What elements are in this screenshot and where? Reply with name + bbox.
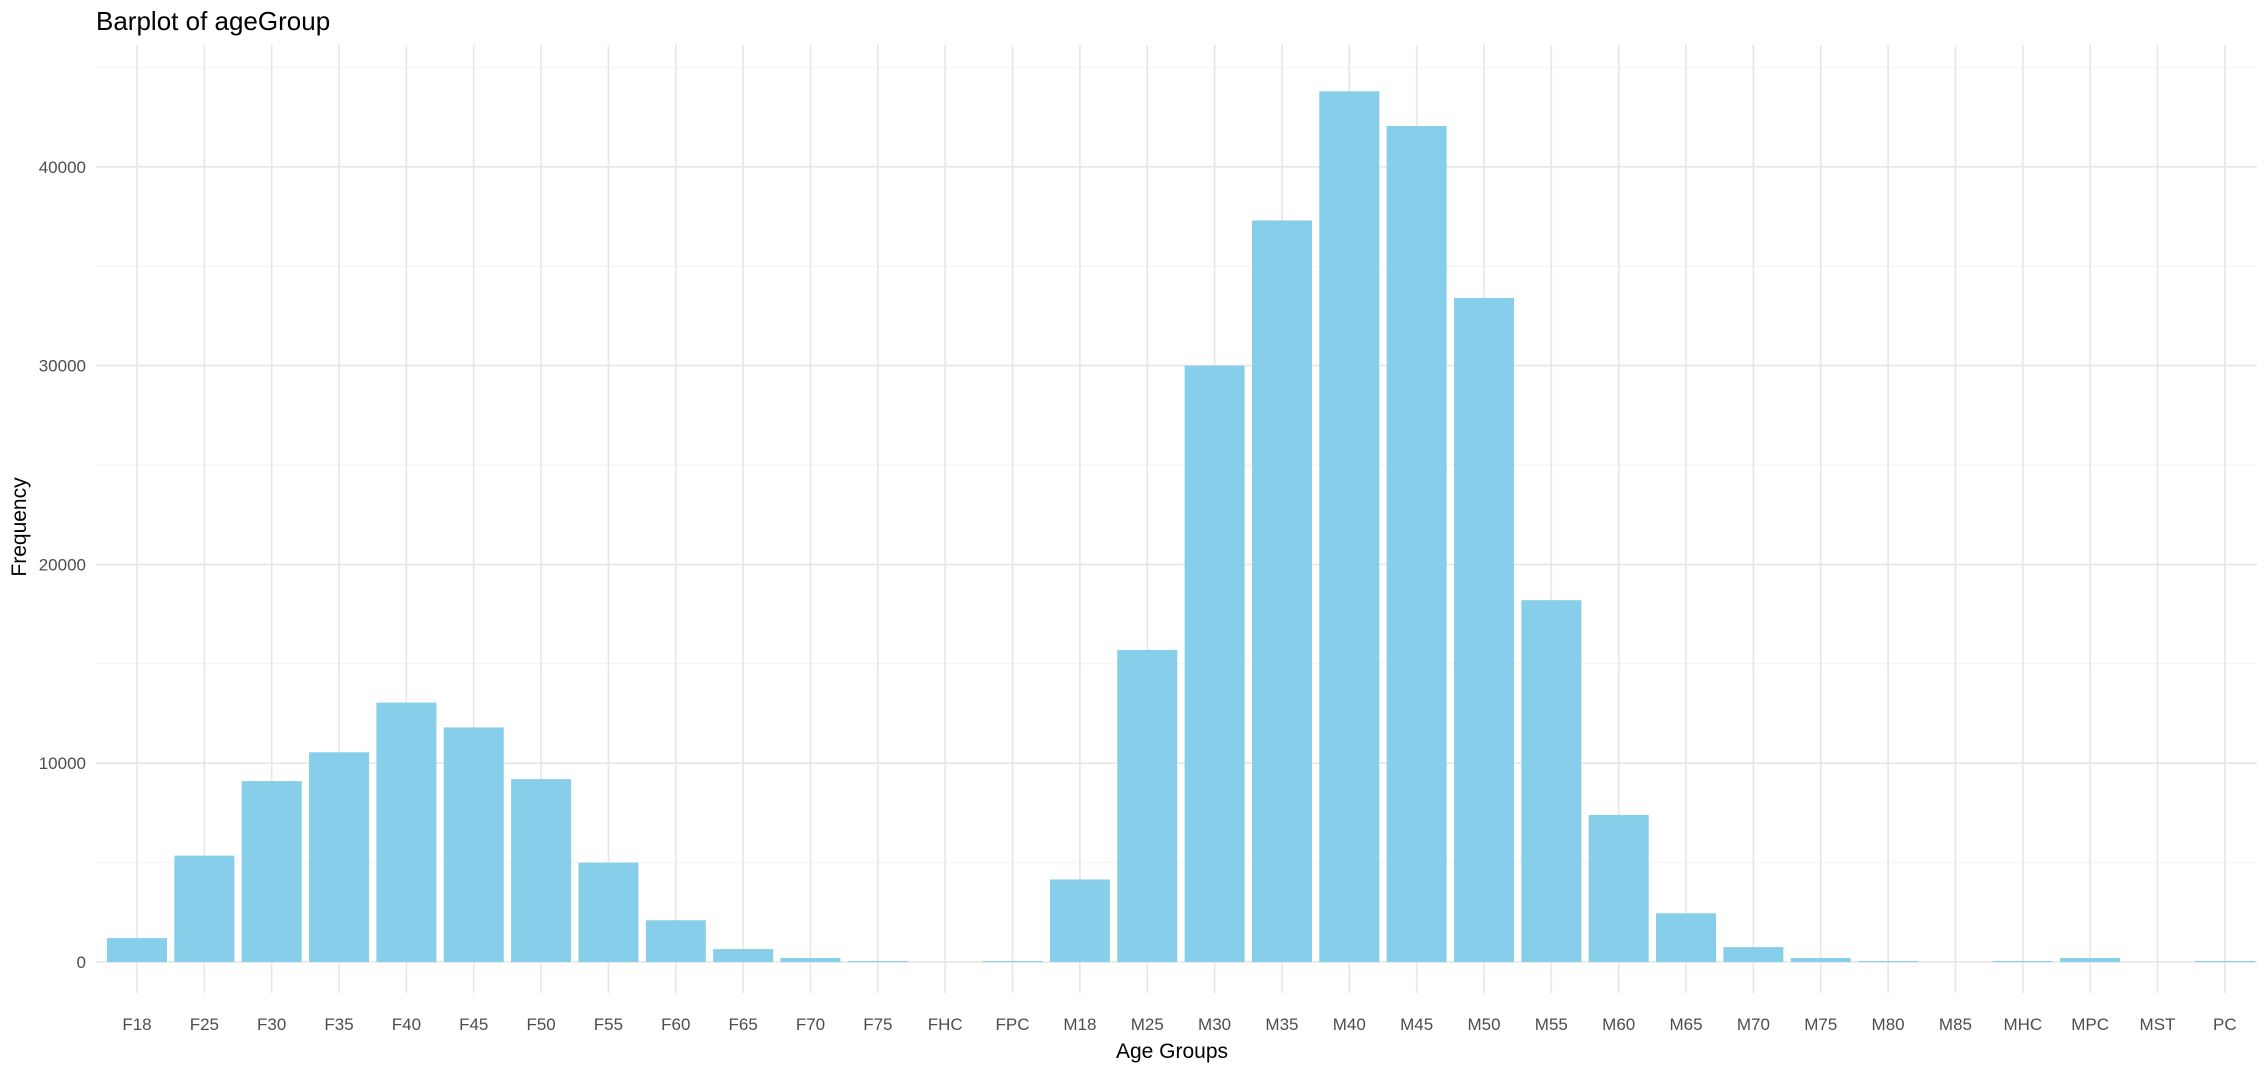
x-tick-label: M55 [1535, 1015, 1568, 1034]
y-tick-label: 10000 [39, 754, 86, 773]
x-tick-label: M30 [1198, 1015, 1231, 1034]
bar-m75 [1790, 958, 1851, 962]
x-tick-label: M70 [1737, 1015, 1770, 1034]
bar-f60 [645, 920, 706, 962]
x-axis-title: Age Groups [1116, 1040, 1228, 1063]
y-tick-label: 20000 [39, 555, 86, 574]
x-tick-label: F30 [257, 1015, 286, 1034]
bar-f55 [578, 862, 639, 962]
x-tick-label: F45 [459, 1015, 488, 1034]
bar-mpc [2060, 958, 2121, 962]
bar-f75 [847, 961, 908, 962]
x-tick-label: M18 [1063, 1015, 1096, 1034]
x-tick-label: F70 [796, 1015, 825, 1034]
bar-f50 [511, 779, 572, 962]
bar-m65 [1656, 913, 1717, 962]
x-tick-label: F25 [190, 1015, 219, 1034]
x-tick-label: FPC [996, 1015, 1030, 1034]
bar-mhc [1992, 961, 2053, 962]
x-tick-label: M60 [1602, 1015, 1635, 1034]
bar-m35 [1251, 220, 1312, 962]
y-tick-labels: 0 10000 20000 30000 40000 [39, 158, 86, 972]
bar-f30 [241, 781, 302, 962]
x-tick-label: M40 [1333, 1015, 1366, 1034]
x-tick-label: M45 [1400, 1015, 1433, 1034]
bar-f40 [376, 702, 437, 962]
bar-m55 [1521, 600, 1582, 962]
bar-f65 [713, 949, 774, 962]
y-tick-label: 30000 [39, 357, 86, 376]
x-tick-label: FHC [928, 1015, 963, 1034]
x-tick-label: M80 [1872, 1015, 1905, 1034]
bar-f25 [174, 855, 235, 962]
bar-f45 [443, 727, 504, 962]
x-tick-label: F55 [594, 1015, 623, 1034]
bar-m40 [1319, 91, 1380, 963]
bar-m45 [1386, 126, 1447, 962]
x-tick-label: F18 [122, 1015, 151, 1034]
y-tick-label: 40000 [39, 158, 86, 177]
x-tick-label: MPC [2071, 1015, 2109, 1034]
x-tick-label: F65 [729, 1015, 758, 1034]
x-tick-label: M85 [1939, 1015, 1972, 1034]
bar-fpc [982, 961, 1043, 962]
x-tick-label: PC [2213, 1015, 2237, 1034]
x-tick-label: M75 [1804, 1015, 1837, 1034]
x-tick-label: F60 [661, 1015, 690, 1034]
bar-f35 [309, 752, 370, 962]
x-tick-label: F75 [863, 1015, 892, 1034]
x-tick-label: F35 [324, 1015, 353, 1034]
bar-m50 [1454, 298, 1514, 962]
bar-m30 [1184, 365, 1245, 963]
x-tick-label: M35 [1265, 1015, 1298, 1034]
bar-m80 [1858, 961, 1919, 962]
bar-m60 [1588, 814, 1649, 962]
chart-title: Barplot of ageGroup [96, 6, 330, 36]
x-tick-label: M25 [1131, 1015, 1164, 1034]
x-tick-labels: F18 F25 F30 F35 F40 F45 F50 F55 F60 F65 F70 F75 FHC F… [122, 1015, 2236, 1034]
bar-m18 [1049, 879, 1110, 962]
bar-m70 [1723, 947, 1784, 962]
bar-f18 [107, 938, 167, 962]
x-tick-label: MHC [2003, 1015, 2042, 1034]
y-axis-title: Frequency [8, 477, 31, 577]
bars-layer [107, 91, 2255, 963]
y-tick-label: 0 [77, 953, 86, 972]
x-tick-label: M50 [1467, 1015, 1500, 1034]
x-tick-label: MST [2140, 1015, 2176, 1034]
x-tick-label: M65 [1670, 1015, 1703, 1034]
bar-pc [2194, 961, 2255, 962]
x-tick-label: F40 [392, 1015, 421, 1034]
bar-m25 [1117, 649, 1178, 962]
x-tick-label: F50 [526, 1015, 555, 1034]
bar-f70 [780, 958, 841, 962]
